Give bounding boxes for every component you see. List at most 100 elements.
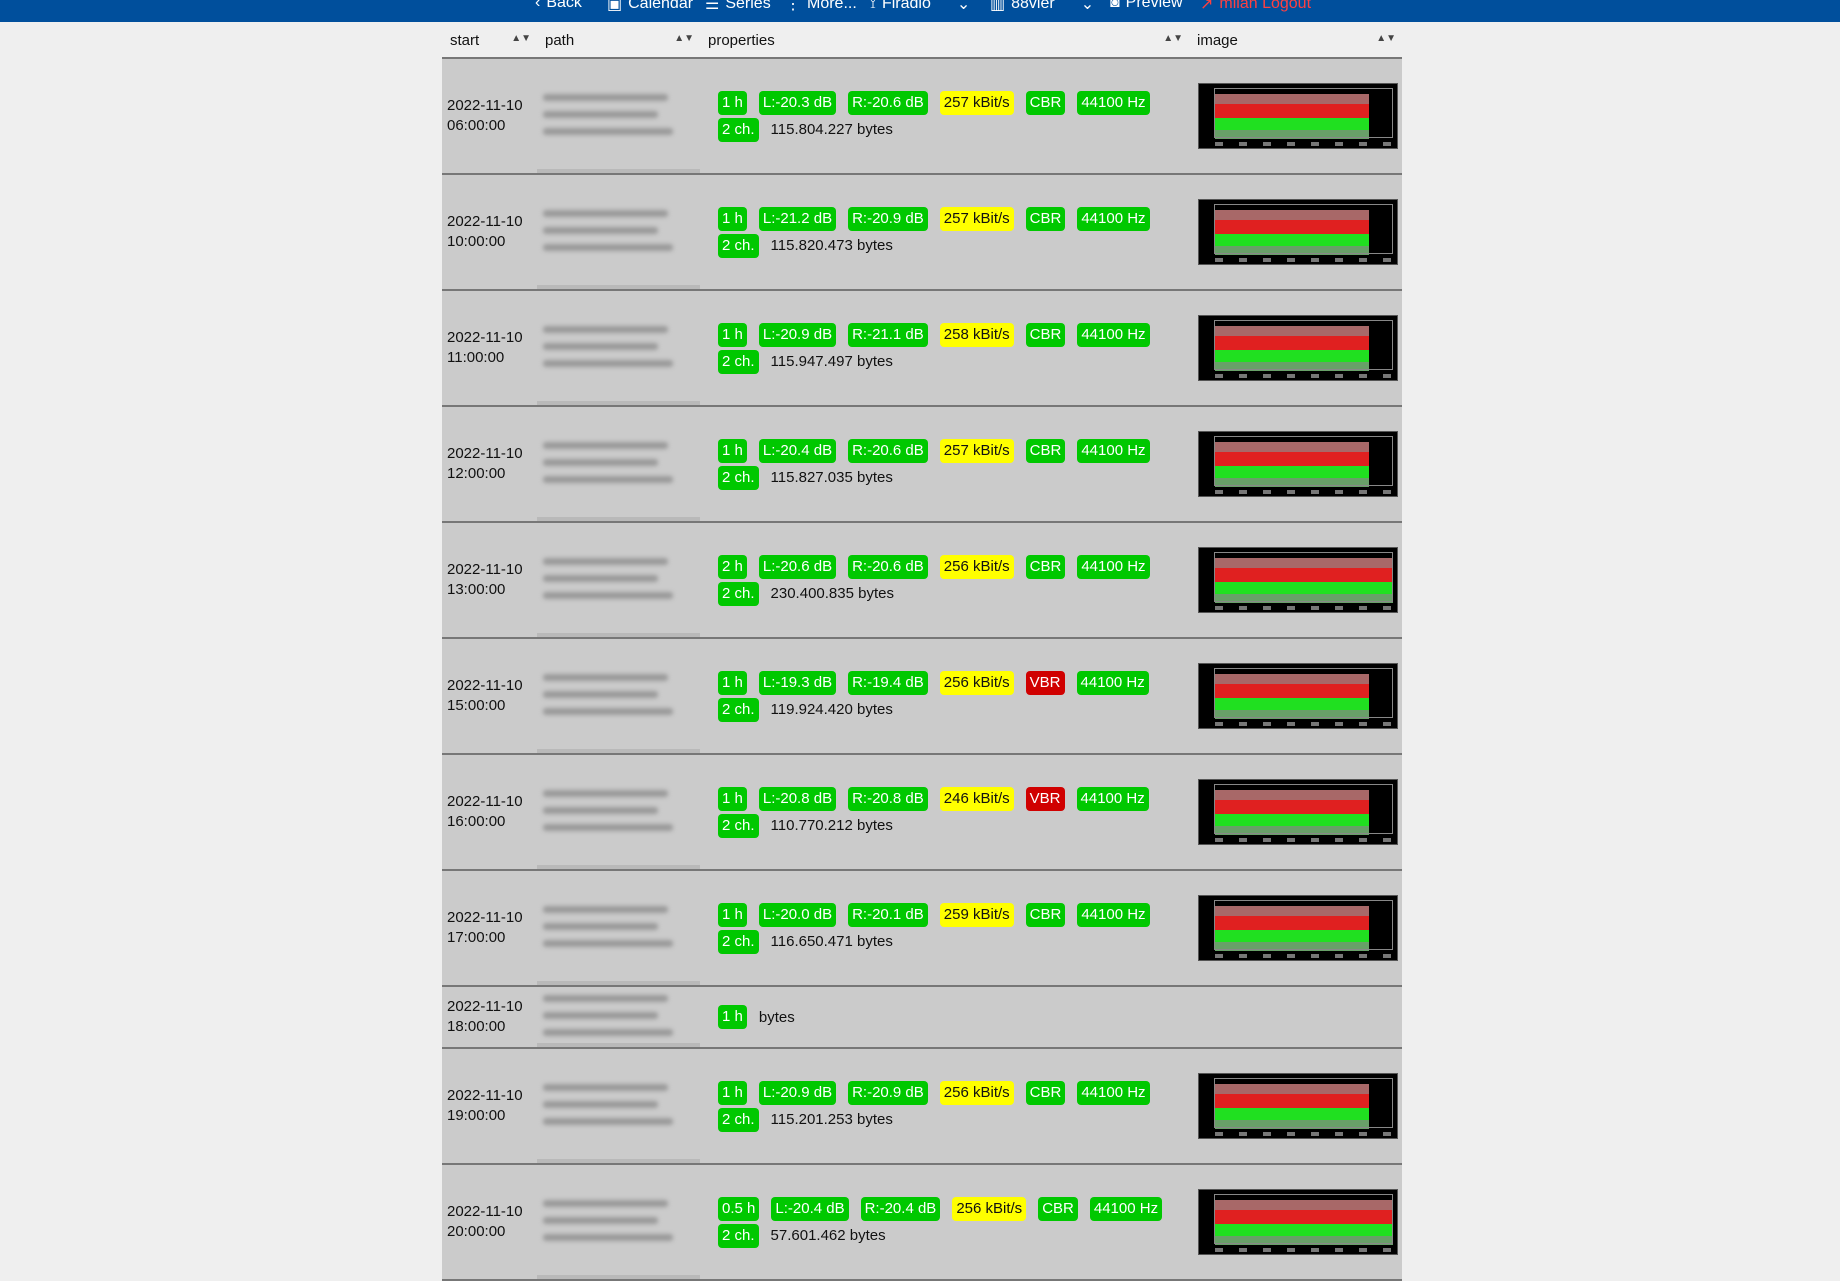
file-size: 57.601.462 bytes xyxy=(770,1227,886,1244)
left-level-badge: L:-20.8 dB xyxy=(758,786,837,811)
properties-cell: 1 h L:-19.3 dB R:-19.4 dB 256 kBit/s VBR 4410… xyxy=(700,668,1189,725)
properties-cell: 1 h L:-20.9 dB R:-21.1 dB 258 kBit/s CBR 4410… xyxy=(700,320,1189,377)
bitrate-mode-badge: CBR xyxy=(1025,322,1066,347)
bitrate-mode-badge: VBR xyxy=(1025,670,1065,695)
start-time: 12:00:00 xyxy=(447,465,506,482)
image-cell xyxy=(1189,83,1402,149)
table-row[interactable]: 2022-11-10 20:00:00 0.5 h L:-20.4 dB R:-20.… xyxy=(442,1165,1402,1281)
header-label: image xyxy=(1197,32,1238,49)
sort-icon: ▲▼ xyxy=(511,33,531,44)
start-date: 2022-11-10 xyxy=(447,445,523,462)
samplerate-badge: 44100 Hz xyxy=(1089,1196,1163,1221)
column-header-image[interactable]: image ▲▼ xyxy=(1189,22,1402,57)
nav-label: Series xyxy=(725,0,771,12)
table-row[interactable]: 2022-11-10 06:00:00 1 h L:-20.3 dB R:-20.6 … xyxy=(442,59,1402,175)
file-size: 115.804.227 bytes xyxy=(770,121,893,138)
table-row[interactable]: 2022-11-10 15:00:00 1 h L:-19.3 dB R:-19.4 … xyxy=(442,639,1402,755)
bitrate-badge: 256 kBit/s xyxy=(939,1080,1014,1105)
bitrate-badge: 257 kBit/s xyxy=(939,90,1014,115)
logout-icon: ↗ xyxy=(1200,0,1214,13)
calendar-icon: ▣ xyxy=(607,0,623,13)
image-cell xyxy=(1189,199,1402,265)
nav-series[interactable]: ☰ Series xyxy=(705,0,771,14)
nav-calendar[interactable]: ▣ Calendar xyxy=(607,0,693,14)
left-level-badge: L:-20.4 dB xyxy=(771,1196,849,1221)
recordings-table: start ▲▼ path ▲▼ properties ▲▼ image ▲▼ 2022… xyxy=(442,22,1402,1281)
waveform-image[interactable] xyxy=(1198,431,1398,497)
image-cell xyxy=(1189,895,1402,961)
start-cell: 2022-11-10 20:00:00 xyxy=(442,1202,537,1242)
samplerate-badge: 44100 Hz xyxy=(1077,438,1150,463)
channels-badge: 2 ch. xyxy=(718,233,759,258)
waveform-image[interactable] xyxy=(1198,1073,1398,1139)
bitrate-mode-badge: CBR xyxy=(1038,1196,1078,1221)
preview-icon: ◙ xyxy=(1110,0,1120,11)
path-cell-blurred xyxy=(537,755,700,869)
start-time: 11:00:00 xyxy=(447,349,505,366)
table-row[interactable]: 2022-11-10 16:00:00 1 h L:-20.8 dB R:-20.8 … xyxy=(442,755,1402,871)
table-row[interactable]: 2022-11-10 19:00:00 1 h L:-20.9 dB R:-20.9 … xyxy=(442,1049,1402,1165)
bitrate-badge: 258 kBit/s xyxy=(939,322,1014,347)
nav-88vier[interactable]: ▥ 88vier ⌄ xyxy=(990,0,1094,14)
right-level-badge: R:-20.8 dB xyxy=(848,786,928,811)
nav-label: Firadio xyxy=(881,0,931,12)
table-header: start ▲▼ path ▲▼ properties ▲▼ image ▲▼ xyxy=(442,22,1402,59)
nav-preview[interactable]: ◙ Preview xyxy=(1110,0,1183,12)
waveform-image[interactable] xyxy=(1198,315,1398,381)
left-level-badge: L:-19.3 dB xyxy=(758,670,837,695)
column-header-start[interactable]: start ▲▼ xyxy=(442,22,537,57)
samplerate-badge: 44100 Hz xyxy=(1077,206,1150,231)
table-row[interactable]: 2022-11-10 17:00:00 1 h L:-20.0 dB R:-20.1 … xyxy=(442,871,1402,987)
duration-badge: 1 h xyxy=(718,1080,747,1105)
start-time: 13:00:00 xyxy=(447,581,506,598)
channels-badge: 2 ch. xyxy=(718,697,759,722)
nav-more[interactable]: ⋮ More... xyxy=(785,0,857,14)
table-row[interactable]: 2022-11-10 13:00:00 2 h L:-20.6 dB R:-20.6 … xyxy=(442,523,1402,639)
waveform-image[interactable] xyxy=(1198,199,1398,265)
duration-badge: 1 h xyxy=(718,786,747,811)
bitrate-badge: 257 kBit/s xyxy=(939,438,1014,463)
waveform-image[interactable] xyxy=(1198,779,1398,845)
file-size: 115.820.473 bytes xyxy=(770,237,893,254)
start-cell: 2022-11-10 16:00:00 xyxy=(442,792,537,832)
channels-badge: 2 ch. xyxy=(718,1107,759,1132)
column-header-properties[interactable]: properties ▲▼ xyxy=(700,22,1189,57)
path-cell-blurred xyxy=(537,59,700,173)
building-icon: ▥ xyxy=(990,0,1006,13)
nav-back[interactable]: ‹ Back xyxy=(535,0,582,12)
right-level-badge: R:-20.1 dB xyxy=(848,902,928,927)
start-cell: 2022-11-10 10:00:00 xyxy=(442,212,537,252)
table-row[interactable]: 2022-11-10 10:00:00 1 h L:-21.2 dB R:-20.9 … xyxy=(442,175,1402,291)
waveform-image[interactable] xyxy=(1198,83,1398,149)
nav-firadio[interactable]: ⟟ Firadio ⌄ xyxy=(870,0,970,14)
right-level-badge: R:-20.9 dB xyxy=(848,206,928,231)
nav-milan-logout[interactable]: ↗ milan Logout xyxy=(1200,0,1311,14)
channels-badge: 2 ch. xyxy=(718,117,759,142)
start-date: 2022-11-10 xyxy=(447,1087,523,1104)
path-cell-blurred xyxy=(537,639,700,753)
path-cell-blurred xyxy=(537,407,700,521)
start-date: 2022-11-10 xyxy=(447,561,523,578)
properties-cell: 1 h bytes xyxy=(700,1002,1189,1032)
start-date: 2022-11-10 xyxy=(447,329,523,346)
path-cell-blurred xyxy=(537,987,700,1047)
table-row[interactable]: 2022-11-10 12:00:00 1 h L:-20.4 dB R:-20.6 … xyxy=(442,407,1402,523)
path-cell-blurred xyxy=(537,291,700,405)
top-nav: ‹ Back ▣ Calendar ☰ Series ⋮ More... ⟟ Firadio ⌄ ▥ 8… xyxy=(0,0,1840,22)
table-row[interactable]: 2022-11-10 18:00:00 1 h bytes xyxy=(442,987,1402,1049)
table-row[interactable]: 2022-11-10 11:00:00 1 h L:-20.9 dB R:-21.1 … xyxy=(442,291,1402,407)
waveform-image[interactable] xyxy=(1198,895,1398,961)
header-label: start xyxy=(450,32,480,49)
waveform-image[interactable] xyxy=(1198,547,1398,613)
left-level-badge: L:-20.0 dB xyxy=(758,902,837,927)
duration-badge: 1 h xyxy=(718,322,747,347)
waveform-image[interactable] xyxy=(1198,1189,1398,1255)
waveform-image[interactable] xyxy=(1198,663,1398,729)
header-label: properties xyxy=(708,32,775,49)
bitrate-badge: 257 kBit/s xyxy=(939,206,1014,231)
start-date: 2022-11-10 xyxy=(447,97,523,114)
column-header-path[interactable]: path ▲▼ xyxy=(537,22,700,57)
left-level-badge: L:-20.6 dB xyxy=(758,554,837,579)
samplerate-badge: 44100 Hz xyxy=(1077,554,1150,579)
properties-cell: 1 h L:-20.8 dB R:-20.8 dB 246 kBit/s VBR 4410… xyxy=(700,784,1189,841)
